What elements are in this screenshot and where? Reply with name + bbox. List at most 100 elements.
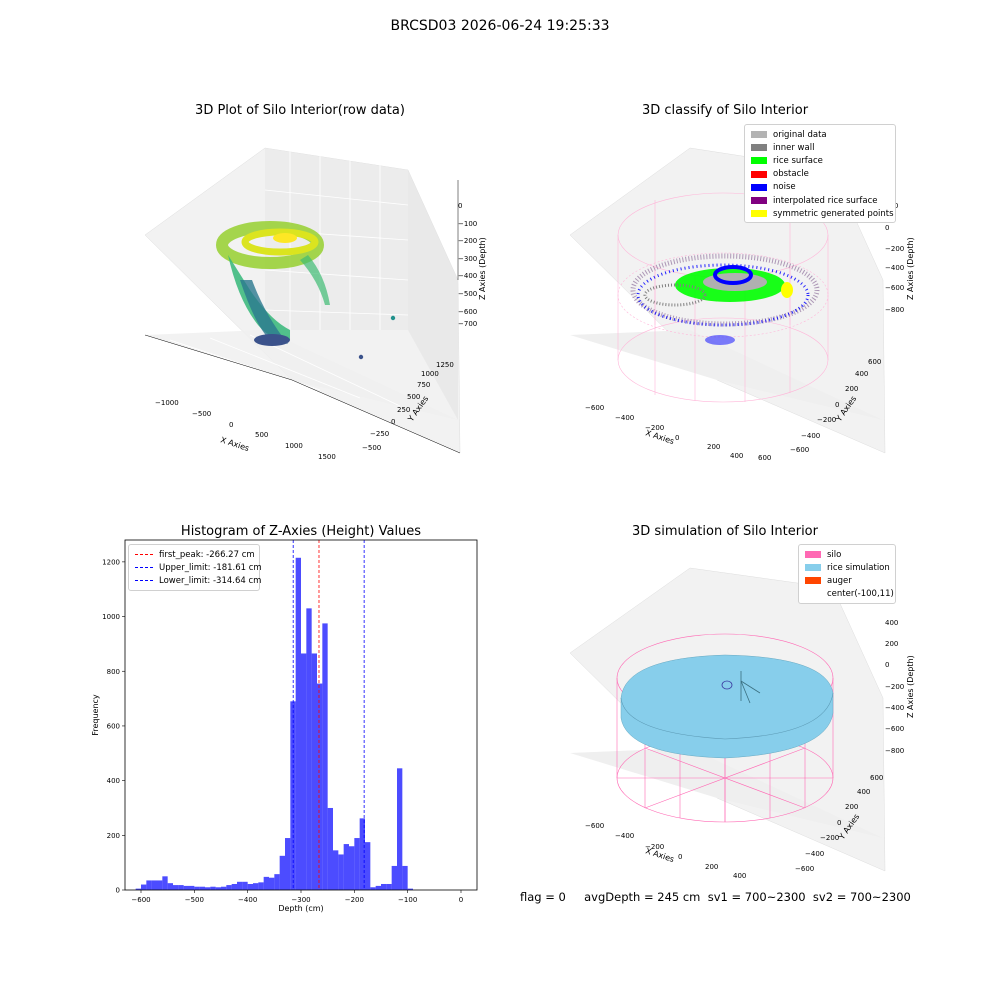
- legend-label: original data: [773, 129, 827, 140]
- simulation-y-tick: −600: [795, 865, 814, 873]
- classify-legend: original data inner wall rice surface ob…: [744, 124, 896, 224]
- histogram-y-tick-label: 200: [107, 832, 120, 840]
- histogram-bar: [178, 885, 184, 890]
- simulation-legend: silo rice simulation auger center(-100,1…: [798, 544, 896, 604]
- legend-swatch: [751, 157, 767, 165]
- simulation-y-tick: −400: [805, 850, 824, 858]
- legend-swatch: [751, 131, 767, 139]
- classify-y-tick: −200: [817, 416, 836, 424]
- simulation-plot-title: 3D simulation of Silo Interior: [632, 524, 818, 539]
- histogram-bar: [343, 844, 349, 890]
- histogram-bar: [349, 846, 355, 890]
- histogram-bar: [311, 653, 317, 890]
- simulation-y-tick: 400: [857, 788, 870, 796]
- histogram-bar: [199, 886, 205, 890]
- legend-item: first_peak: -266.27 cm: [135, 548, 255, 561]
- raw-3d-axes: [144, 180, 461, 454]
- histogram-bar: [295, 557, 301, 890]
- legend-item: center(-100,11): [805, 588, 894, 601]
- histogram-x-tick-label: −400: [238, 896, 257, 904]
- raw-x-tick: −1000: [155, 399, 179, 407]
- raw-x-ticks: −1000 −500 0 500 1000 1500: [155, 399, 336, 460]
- classify-z-tick: 0: [885, 224, 889, 232]
- histogram-bar: [274, 874, 280, 890]
- raw-z-tick: −600: [458, 308, 477, 316]
- histogram-x-tick-label: −500: [185, 896, 204, 904]
- simulation-x-tick: 0: [678, 853, 682, 861]
- raw-y-tick: 1250: [436, 361, 454, 369]
- histogram-bar: [167, 883, 173, 890]
- histogram-bar: [285, 838, 291, 890]
- histogram-legend: first_peak: -266.27 cm Upper_limit: -181…: [128, 544, 262, 591]
- classify-y-tick: 0: [835, 401, 839, 409]
- raw-z-tick: −400: [458, 272, 477, 280]
- histogram-vlines: [292, 540, 365, 890]
- raw-x-tick: 0: [229, 421, 233, 429]
- raw-z-tick: 0: [458, 202, 462, 210]
- raw-x-tick: 500: [255, 431, 268, 439]
- classify-x-tick: 0: [675, 434, 679, 442]
- legend-label: Upper_limit: -181.61 cm: [159, 562, 262, 573]
- simulation-x-tick: −600: [585, 822, 604, 830]
- histogram-bar: [221, 886, 227, 890]
- histogram-bar: [375, 885, 381, 890]
- histogram-x-ticks: −600 −500 −400 −300 −200 −100 0: [131, 890, 463, 904]
- legend-label: silo: [827, 549, 842, 560]
- legend-item: auger: [805, 574, 889, 587]
- histogram-bar: [327, 807, 333, 890]
- simulation-x-tick: 400: [733, 872, 746, 880]
- histogram-bar: [407, 888, 413, 890]
- classify-x-tick: 600: [758, 454, 771, 460]
- raw-z-label: Z Axies (Depth): [478, 237, 487, 300]
- legend-swatch: [751, 210, 767, 218]
- histogram-y-label: Frequency: [91, 694, 100, 736]
- legend-item: rice surface: [751, 154, 889, 167]
- histogram-bar: [279, 855, 285, 890]
- raw-z-tick: −700: [458, 320, 477, 328]
- histogram-bar: [354, 838, 360, 890]
- legend-swatch: [805, 564, 821, 572]
- histogram-bars: [135, 557, 413, 890]
- legend-label: noise: [773, 182, 796, 193]
- classify-y-tick: 600: [868, 358, 881, 366]
- raw-3d-plot: −1000 −500 0 500 1000 1500 X Axies −500 …: [144, 147, 487, 460]
- legend-item: Upper_limit: -181.61 cm: [135, 561, 262, 574]
- histogram-y-ticks: 0 200 400 600 800 1000 1200: [102, 558, 125, 895]
- histogram-bar: [306, 608, 312, 890]
- status-footer: flag = 0 avgDepth = 245 cm sv1 = 700~230…: [520, 890, 911, 904]
- histogram-bar: [333, 850, 339, 890]
- histogram-x-tick-label: −600: [131, 896, 150, 904]
- simulation-x-tick: −200: [645, 843, 664, 851]
- raw-y-ticks: −500 −250 0 250 500 750 1000 1250: [362, 361, 454, 452]
- legend-swatch: [751, 183, 767, 191]
- raw-x-label: X Axies: [219, 435, 250, 453]
- histogram-y-tick-label: 1000: [102, 613, 120, 621]
- histogram-bar: [135, 888, 141, 890]
- raw-y-tick: −250: [370, 430, 389, 438]
- classify-z-tick: −800: [885, 306, 904, 314]
- raw-z-ticks: 0 −100 −200 −300 −400 −500 −600 −700: [458, 202, 477, 328]
- histogram-x-tick-label: −300: [291, 896, 310, 904]
- histogram-bar: [269, 877, 275, 890]
- histogram-bar: [301, 653, 307, 890]
- simulation-auger: [721, 671, 761, 704]
- legend-item: original data: [751, 128, 889, 141]
- simulation-y-tick: 0: [837, 819, 841, 827]
- raw-y-tick: 1000: [421, 370, 439, 378]
- raw-y-tick: 0: [391, 418, 395, 426]
- histogram-bar: [263, 876, 269, 890]
- simulation-z-tick: 400: [885, 619, 898, 627]
- histogram-title: Histogram of Z-Axies (Height) Values: [180, 524, 422, 539]
- classify-y-tick: 400: [855, 370, 868, 378]
- classify-x-tick: 400: [730, 452, 743, 460]
- legend-swatch: [805, 551, 821, 559]
- histogram-bar: [183, 885, 189, 890]
- histogram-bar: [386, 883, 392, 890]
- histogram-bar: [189, 885, 195, 890]
- classify-3d-plot: −600 −400 −200 0 200 400 600 X Axies −60…: [569, 147, 915, 460]
- histogram-bar: [162, 876, 168, 890]
- histogram-bar: [381, 883, 387, 890]
- classify-x-tick: −200: [645, 424, 664, 432]
- raw-y-tick: 500: [407, 393, 420, 401]
- simulation-x-tick: 200: [705, 863, 718, 871]
